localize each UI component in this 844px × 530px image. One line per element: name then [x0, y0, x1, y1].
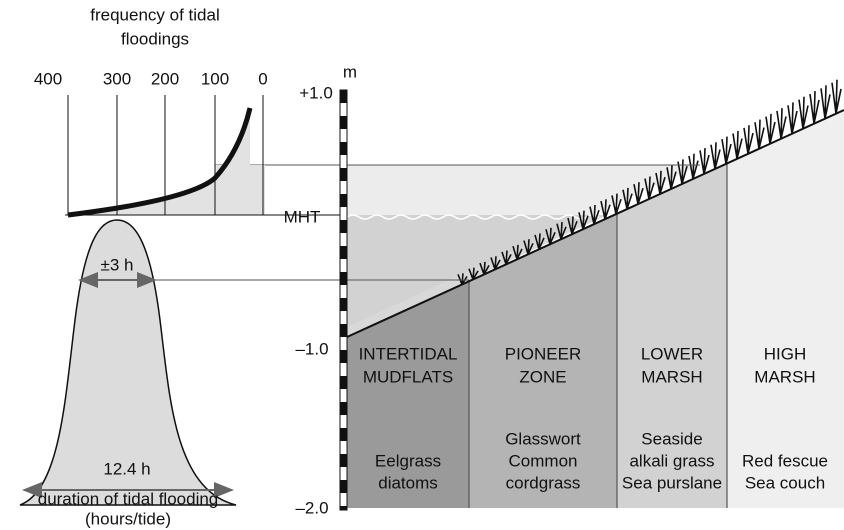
zone-plants: Seaside: [641, 429, 702, 448]
plant: [821, 85, 830, 118]
zone-fill: [727, 110, 844, 508]
duration-label: 12.4 h: [103, 459, 150, 478]
plant: [733, 131, 742, 159]
plant: [711, 142, 720, 169]
scale-label: +1.0: [299, 83, 333, 102]
frequency-tick: 0: [258, 69, 267, 88]
scale-segment: [340, 350, 347, 363]
zone-name: PIONEER: [505, 344, 582, 363]
plant: [689, 154, 698, 179]
scale-unit: m: [343, 62, 357, 81]
frequency-title: frequency of tidal: [90, 5, 219, 24]
zone-name: MARSH: [754, 367, 815, 386]
scale-segment: [340, 142, 347, 155]
frequency-tick: 100: [201, 69, 229, 88]
scale-segment: [340, 480, 347, 493]
scale-segment: [340, 246, 347, 259]
plant: [744, 125, 753, 154]
zone-plants: Glasswort: [505, 429, 581, 448]
zone-name: MUDFLATS: [363, 367, 453, 386]
plant: [799, 97, 808, 129]
scale-segment: [340, 376, 347, 389]
zone-plants: cordgrass: [506, 473, 581, 492]
zone-plants: alkali grass: [629, 451, 714, 470]
scale-segment: [340, 454, 347, 467]
zone-name: MARSH: [641, 367, 702, 386]
zone-plants: Red fescue: [742, 451, 828, 470]
zone-plants: Sea couch: [745, 473, 825, 492]
scale-segment: [340, 194, 347, 207]
scale-segment: [340, 428, 347, 441]
frequency-tick: 400: [34, 69, 62, 88]
zone-name: HIGH: [764, 344, 807, 363]
zone-name: INTERTIDAL: [359, 344, 458, 363]
scale-label: MHT: [284, 207, 321, 226]
zone-name: ZONE: [519, 367, 566, 386]
zone-plants: Eelgrass: [375, 451, 441, 470]
zone-plants: Sea purslane: [622, 473, 722, 492]
duration-title: (hours/tide): [85, 509, 171, 528]
duration-label: ±3 h: [101, 255, 134, 274]
scale-segment: [340, 298, 347, 311]
plant: [766, 114, 775, 144]
scale-segment: [340, 506, 347, 510]
zone-plants: Common: [509, 451, 578, 470]
plant: [832, 80, 841, 114]
scale-bar: [340, 90, 347, 510]
scale-label: –2.0: [295, 498, 328, 517]
zone-plants: diatoms: [378, 473, 438, 492]
duration-title: duration of tidal flooding: [38, 489, 219, 508]
plant: [755, 120, 764, 149]
scale-segment: [340, 324, 347, 337]
scale-segment: [340, 402, 347, 415]
plant: [700, 148, 709, 174]
scale-segment: [340, 220, 347, 233]
plant: [810, 91, 819, 124]
scale-label: –1.0: [295, 339, 328, 358]
frequency-tick: 300: [103, 69, 131, 88]
scale-segment: [340, 168, 347, 181]
scale-segment: [340, 116, 347, 129]
frequency-title: floodings: [121, 29, 189, 48]
plant: [777, 108, 786, 139]
diagram: m +1.0 MHT –1.0 –2.0 frequency of tidal …: [0, 0, 844, 530]
plant: [678, 159, 687, 184]
scale-segment: [340, 90, 347, 103]
scale-segment: [340, 272, 347, 285]
plant: [722, 137, 731, 164]
frequency-tick: 200: [151, 69, 179, 88]
zone-name: LOWER: [641, 344, 703, 363]
plant: [788, 102, 797, 133]
